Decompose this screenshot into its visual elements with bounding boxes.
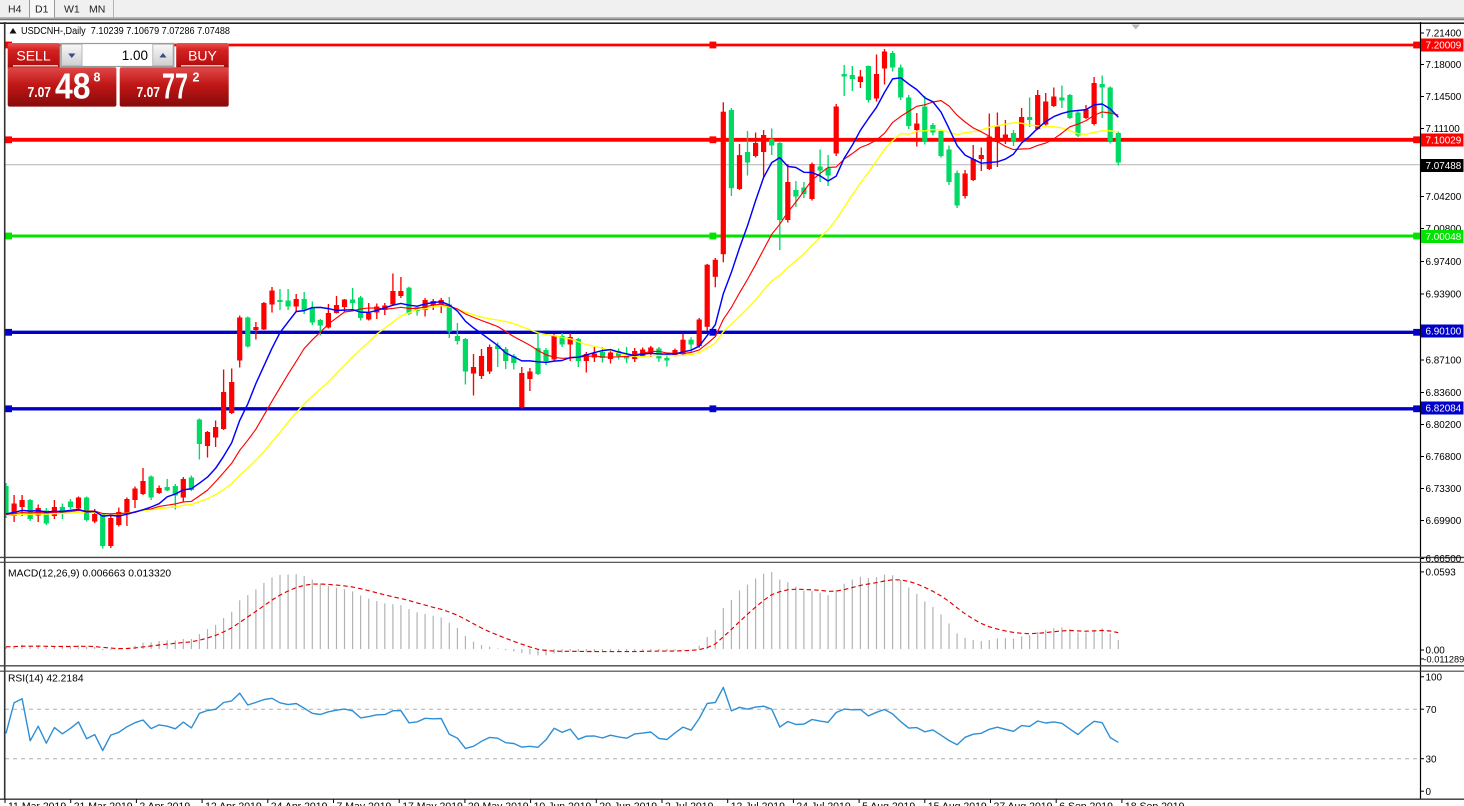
svg-text:77: 77 <box>162 66 188 107</box>
svg-text:12 Jul 2019: 12 Jul 2019 <box>731 801 785 806</box>
svg-text:7.20009: 7.20009 <box>1426 41 1462 52</box>
svg-text:W1: W1 <box>64 4 80 16</box>
svg-text:10 Jun 2019: 10 Jun 2019 <box>534 801 592 806</box>
svg-text:-0.011289: -0.011289 <box>1424 654 1464 664</box>
svg-text:48: 48 <box>55 66 91 107</box>
svg-text:24 Jul 2019: 24 Jul 2019 <box>796 801 850 806</box>
svg-text:7.18000: 7.18000 <box>1426 60 1462 71</box>
svg-text:7.10029: 7.10029 <box>1426 136 1462 147</box>
svg-text:6.73300: 6.73300 <box>1426 484 1462 495</box>
svg-text:6.69900: 6.69900 <box>1426 516 1462 527</box>
svg-text:7.14500: 7.14500 <box>1426 92 1462 103</box>
svg-text:H4: H4 <box>8 4 22 16</box>
svg-text:6.87100: 6.87100 <box>1426 356 1462 367</box>
svg-text:7.21400: 7.21400 <box>1426 29 1462 40</box>
svg-text:24 Apr 2019: 24 Apr 2019 <box>271 801 328 806</box>
svg-text:MACD(12,26,9) 0.006663 0.01332: MACD(12,26,9) 0.006663 0.013320 <box>8 569 171 580</box>
svg-text:7.11100: 7.11100 <box>1426 124 1461 135</box>
svg-text:27 Aug 2019: 27 Aug 2019 <box>994 801 1053 806</box>
svg-text:6.93900: 6.93900 <box>1426 290 1462 301</box>
svg-text:7.00800: 7.00800 <box>1426 224 1462 235</box>
svg-text:6.80200: 6.80200 <box>1426 420 1462 431</box>
svg-text:MN: MN <box>89 4 105 16</box>
svg-text:2: 2 <box>193 71 200 85</box>
svg-text:6.76800: 6.76800 <box>1426 452 1462 463</box>
svg-text:1.00: 1.00 <box>122 48 148 63</box>
svg-text:7 May 2019: 7 May 2019 <box>337 801 392 806</box>
svg-text:6.83600: 6.83600 <box>1426 388 1462 399</box>
svg-text:18 Sep 2019: 18 Sep 2019 <box>1125 801 1185 806</box>
svg-text:5 Aug 2019: 5 Aug 2019 <box>862 801 915 806</box>
svg-text:29 May 2019: 29 May 2019 <box>468 801 529 806</box>
svg-text:7.00048: 7.00048 <box>1426 232 1462 243</box>
svg-text:70: 70 <box>1426 705 1437 716</box>
svg-text:6 Sep 2019: 6 Sep 2019 <box>1059 801 1113 806</box>
svg-text:30: 30 <box>1426 754 1437 765</box>
svg-text:15 Aug 2019: 15 Aug 2019 <box>928 801 987 806</box>
svg-text:12 Apr 2019: 12 Apr 2019 <box>205 801 262 806</box>
svg-text:7.07: 7.07 <box>137 85 161 101</box>
svg-text:0.0593: 0.0593 <box>1426 568 1457 579</box>
svg-text:D1: D1 <box>35 4 49 16</box>
svg-text:USDCNH-,Daily 7.10239 7.10679: USDCNH-,Daily 7.10239 7.10679 7.07286 7.… <box>21 25 230 37</box>
svg-text:6.82084: 6.82084 <box>1426 404 1462 415</box>
svg-text:6.66500: 6.66500 <box>1426 554 1462 565</box>
svg-text:100: 100 <box>1426 672 1443 683</box>
svg-text:8: 8 <box>94 71 101 85</box>
svg-text:20 Jun 2019: 20 Jun 2019 <box>599 801 657 806</box>
svg-text:BUY: BUY <box>188 48 217 64</box>
svg-text:RSI(14) 42.2184: RSI(14) 42.2184 <box>8 674 84 685</box>
svg-text:7.07: 7.07 <box>28 85 52 101</box>
svg-text:7.07488: 7.07488 <box>1426 161 1462 172</box>
svg-text:SELL: SELL <box>16 48 50 64</box>
svg-text:2 Jul 2019: 2 Jul 2019 <box>665 801 714 806</box>
svg-text:17 May 2019: 17 May 2019 <box>402 801 463 806</box>
svg-text:2 Apr 2019: 2 Apr 2019 <box>139 801 190 806</box>
svg-text:0.00: 0.00 <box>1426 646 1446 657</box>
svg-text:7.04200: 7.04200 <box>1426 192 1462 203</box>
svg-text:11 Mar 2019: 11 Mar 2019 <box>8 801 66 806</box>
svg-text:0: 0 <box>1426 787 1432 798</box>
svg-text:6.90100: 6.90100 <box>1426 327 1462 338</box>
svg-text:6.97400: 6.97400 <box>1426 257 1462 268</box>
svg-text:21 Mar 2019: 21 Mar 2019 <box>74 801 133 806</box>
